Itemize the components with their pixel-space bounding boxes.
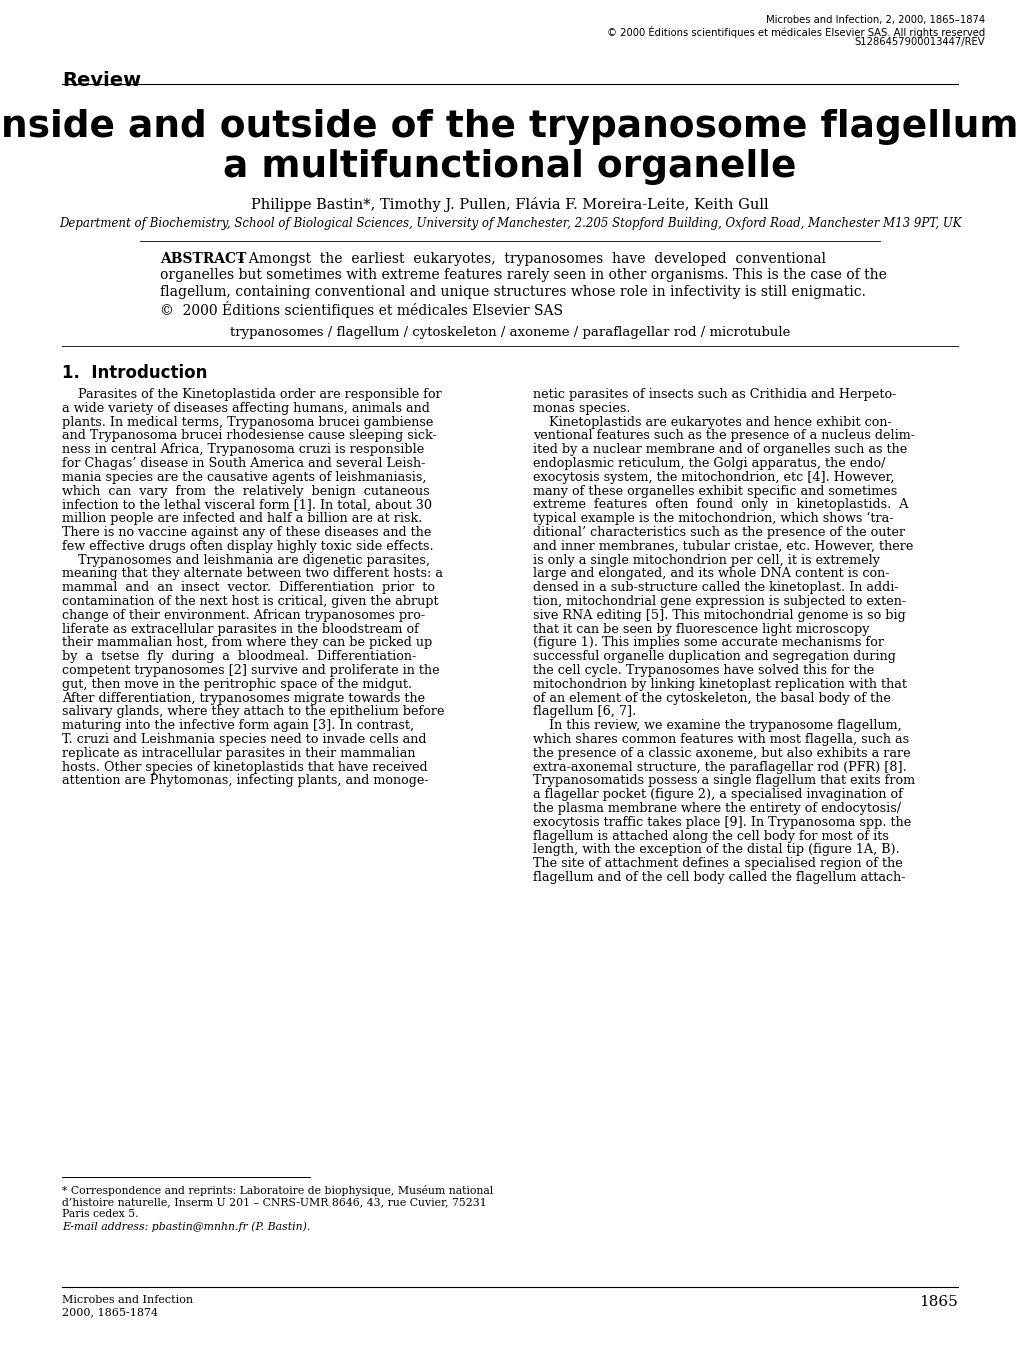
Text: S1286457900013447/REV: S1286457900013447/REV bbox=[854, 38, 984, 47]
Text: flagellum [6, 7].: flagellum [6, 7]. bbox=[533, 705, 636, 718]
Text: organelles but sometimes with extreme features rarely seen in other organisms. T: organelles but sometimes with extreme fe… bbox=[160, 269, 886, 282]
Text: ventional features such as the presence of a nucleus delim-: ventional features such as the presence … bbox=[533, 429, 914, 443]
Text: exocytosis system, the mitochondrion, etc [4]. However,: exocytosis system, the mitochondrion, et… bbox=[533, 471, 894, 484]
Text: attention are Phytomonas, infecting plants, and monoge-: attention are Phytomonas, infecting plan… bbox=[62, 775, 428, 787]
Text: Kinetoplastids are eukaryotes and hence exhibit con-: Kinetoplastids are eukaryotes and hence … bbox=[533, 416, 891, 429]
Text: large and elongated, and its whole DNA content is con-: large and elongated, and its whole DNA c… bbox=[533, 568, 889, 581]
Text: trypanosomes / flagellum / cytoskeleton / axoneme / paraflagellar rod / microtub: trypanosomes / flagellum / cytoskeleton … bbox=[229, 325, 790, 339]
Text: The site of attachment defines a specialised region of the: The site of attachment defines a special… bbox=[533, 857, 902, 870]
Text: liferate as extracellular parasites in the bloodstream of: liferate as extracellular parasites in t… bbox=[62, 623, 419, 636]
Text: million people are infected and half a billion are at risk.: million people are infected and half a b… bbox=[62, 512, 422, 525]
Text: a multifunctional organelle: a multifunctional organelle bbox=[223, 149, 796, 186]
Text: extreme  features  often  found  only  in  kinetoplastids.  A: extreme features often found only in kin… bbox=[533, 499, 908, 511]
Text: (figure 1). This implies some accurate mechanisms for: (figure 1). This implies some accurate m… bbox=[533, 636, 883, 650]
Text: densed in a sub-structure called the kinetoplast. In addi-: densed in a sub-structure called the kin… bbox=[533, 581, 898, 594]
Text: ditional’ characteristics such as the presence of the outer: ditional’ characteristics such as the pr… bbox=[533, 526, 904, 539]
Text: the presence of a classic axoneme, but also exhibits a rare: the presence of a classic axoneme, but a… bbox=[533, 746, 910, 760]
Text: their mammalian host, from where they can be picked up: their mammalian host, from where they ca… bbox=[62, 636, 432, 650]
Text: Parasites of the Kinetoplastida order are responsible for: Parasites of the Kinetoplastida order ar… bbox=[62, 387, 441, 401]
Text: tion, mitochondrial gene expression is subjected to exten-: tion, mitochondrial gene expression is s… bbox=[533, 594, 905, 608]
Text: for Chagas’ disease in South America and several Leish-: for Chagas’ disease in South America and… bbox=[62, 457, 425, 469]
Text: Trypanosomatids possess a single flagellum that exits from: Trypanosomatids possess a single flagell… bbox=[533, 775, 914, 787]
Text: replicate as intracellular parasites in their mammalian: replicate as intracellular parasites in … bbox=[62, 746, 415, 760]
Text: There is no vaccine against any of these diseases and the: There is no vaccine against any of these… bbox=[62, 526, 431, 539]
Text: flagellum, containing conventional and unique structures whose role in infectivi: flagellum, containing conventional and u… bbox=[160, 285, 865, 299]
Text: mania species are the causative agents of leishmaniasis,: mania species are the causative agents o… bbox=[62, 471, 426, 484]
Text: sive RNA editing [5]. This mitochondrial genome is so big: sive RNA editing [5]. This mitochondrial… bbox=[533, 609, 905, 621]
Text: ©  2000 Éditions scientifiques et médicales Elsevier SAS: © 2000 Éditions scientifiques et médical… bbox=[160, 301, 562, 319]
Text: that it can be seen by fluorescence light microscopy: that it can be seen by fluorescence ligh… bbox=[533, 623, 868, 636]
Text: a flagellar pocket (figure 2), a specialised invagination of: a flagellar pocket (figure 2), a special… bbox=[533, 788, 902, 802]
Text: salivary glands, where they attach to the epithelium before: salivary glands, where they attach to th… bbox=[62, 705, 444, 718]
Text: contamination of the next host is critical, given the abrupt: contamination of the next host is critic… bbox=[62, 594, 438, 608]
Text: endoplasmic reticulum, the Golgi apparatus, the endo/: endoplasmic reticulum, the Golgi apparat… bbox=[533, 457, 884, 469]
Text: Microbes and Infection, 2, 2000, 1865–1874: Microbes and Infection, 2, 2000, 1865–18… bbox=[765, 15, 984, 26]
Text: many of these organelles exhibit specific and sometimes: many of these organelles exhibit specifi… bbox=[533, 484, 897, 498]
Text: flagellum is attached along the cell body for most of its: flagellum is attached along the cell bod… bbox=[533, 830, 888, 842]
Text: the plasma membrane where the entirety of endocytosis/: the plasma membrane where the entirety o… bbox=[533, 802, 900, 815]
Text: change of their environment. African trypanosomes pro-: change of their environment. African try… bbox=[62, 609, 425, 621]
Text: 1865: 1865 bbox=[918, 1295, 957, 1309]
Text: Paris cedex 5.: Paris cedex 5. bbox=[62, 1209, 139, 1219]
Text: the cell cycle. Trypanosomes have solved this for the: the cell cycle. Trypanosomes have solved… bbox=[533, 664, 873, 677]
Text: ited by a nuclear membrane and of organelles such as the: ited by a nuclear membrane and of organe… bbox=[533, 444, 906, 456]
Text: and inner membranes, tubular cristae, etc. However, there: and inner membranes, tubular cristae, et… bbox=[533, 539, 912, 553]
Text: After differentiation, trypanosomes migrate towards the: After differentiation, trypanosomes migr… bbox=[62, 691, 425, 705]
Text: typical example is the mitochondrion, which shows ‘tra-: typical example is the mitochondrion, wh… bbox=[533, 512, 893, 526]
Text: of an element of the cytoskeleton, the basal body of the: of an element of the cytoskeleton, the b… bbox=[533, 691, 890, 705]
Text: * Correspondence and reprints: Laboratoire de biophysique, Muséum national: * Correspondence and reprints: Laboratoi… bbox=[62, 1185, 493, 1196]
Text: Inside and outside of the trypanosome flagellum:: Inside and outside of the trypanosome fl… bbox=[0, 109, 1019, 145]
Text: T. cruzi and Leishmania species need to invade cells and: T. cruzi and Leishmania species need to … bbox=[62, 733, 426, 746]
Text: which  can  vary  from  the  relatively  benign  cutaneous: which can vary from the relatively benig… bbox=[62, 484, 429, 498]
Text: © 2000 Éditions scientifiques et médicales Elsevier SAS. All rights reserved: © 2000 Éditions scientifiques et médical… bbox=[606, 26, 984, 38]
Text: which shares common features with most flagella, such as: which shares common features with most f… bbox=[533, 733, 908, 746]
Text: ABSTRACT: ABSTRACT bbox=[160, 252, 247, 266]
Text: – Amongst  the  earliest  eukaryotes,  trypanosomes  have  developed  convention: – Amongst the earliest eukaryotes, trypa… bbox=[232, 252, 825, 266]
Text: a wide variety of diseases affecting humans, animals and: a wide variety of diseases affecting hum… bbox=[62, 402, 429, 414]
Text: gut, then move in the peritrophic space of the midgut.: gut, then move in the peritrophic space … bbox=[62, 678, 412, 691]
Text: is only a single mitochondrion per cell, it is extremely: is only a single mitochondrion per cell,… bbox=[533, 554, 879, 566]
Text: maturing into the infective form again [3]. In contrast,: maturing into the infective form again [… bbox=[62, 720, 414, 732]
Text: extra-axonemal structure, the paraflagellar rod (PFR) [8].: extra-axonemal structure, the paraflagel… bbox=[533, 761, 906, 773]
Text: exocytosis traffic takes place [9]. In Trypanosoma spp. the: exocytosis traffic takes place [9]. In T… bbox=[533, 816, 910, 829]
Text: successful organelle duplication and segregation during: successful organelle duplication and seg… bbox=[533, 650, 895, 663]
Text: Philippe Bastin*, Timothy J. Pullen, Flávia F. Moreira-Leite, Keith Gull: Philippe Bastin*, Timothy J. Pullen, Flá… bbox=[251, 196, 768, 213]
Text: Department of Biochemistry, School of Biological Sciences, University of Manches: Department of Biochemistry, School of Bi… bbox=[59, 217, 960, 230]
Text: monas species.: monas species. bbox=[533, 402, 630, 414]
Text: meaning that they alternate between two different hosts: a: meaning that they alternate between two … bbox=[62, 568, 442, 581]
Text: ness in central Africa, Trypanosoma cruzi is responsible: ness in central Africa, Trypanosoma cruz… bbox=[62, 444, 424, 456]
Text: d’histoire naturelle, Inserm U 201 – CNRS-UMR 8646, 43, rue Cuvier, 75231: d’histoire naturelle, Inserm U 201 – CNR… bbox=[62, 1197, 486, 1206]
Text: plants. In medical terms, Trypanosoma brucei gambiense: plants. In medical terms, Trypanosoma br… bbox=[62, 416, 433, 429]
Text: few effective drugs often display highly toxic side effects.: few effective drugs often display highly… bbox=[62, 539, 433, 553]
Text: Trypanosomes and leishmania are digenetic parasites,: Trypanosomes and leishmania are digeneti… bbox=[62, 554, 430, 566]
Text: Microbes and Infection: Microbes and Infection bbox=[62, 1295, 193, 1305]
Text: flagellum and of the cell body called the flagellum attach-: flagellum and of the cell body called th… bbox=[533, 872, 905, 884]
Text: mitochondrion by linking kinetoplast replication with that: mitochondrion by linking kinetoplast rep… bbox=[533, 678, 906, 691]
Text: length, with the exception of the distal tip (figure 1A, B).: length, with the exception of the distal… bbox=[533, 843, 899, 857]
Text: 2000, 1865-1874: 2000, 1865-1874 bbox=[62, 1307, 158, 1317]
Text: hosts. Other species of kinetoplastids that have received: hosts. Other species of kinetoplastids t… bbox=[62, 761, 427, 773]
Text: 1.  Introduction: 1. Introduction bbox=[62, 364, 207, 382]
Text: In this review, we examine the trypanosome flagellum,: In this review, we examine the trypanoso… bbox=[533, 720, 901, 732]
Text: netic parasites of insects such as Crithidia and Herpeto-: netic parasites of insects such as Crith… bbox=[533, 387, 896, 401]
Text: infection to the lethal visceral form [1]. In total, about 30: infection to the lethal visceral form [1… bbox=[62, 499, 432, 511]
Text: and Trypanosoma brucei rhodesiense cause sleeping sick-: and Trypanosoma brucei rhodesiense cause… bbox=[62, 429, 436, 443]
Text: competent trypanosomes [2] survive and proliferate in the: competent trypanosomes [2] survive and p… bbox=[62, 664, 439, 677]
Text: E-mail address: pbastin@mnhn.fr (P. Bastin).: E-mail address: pbastin@mnhn.fr (P. Bast… bbox=[62, 1221, 310, 1232]
Text: Review: Review bbox=[62, 71, 141, 90]
Text: by  a  tsetse  fly  during  a  bloodmeal.  Differentiation-: by a tsetse fly during a bloodmeal. Diff… bbox=[62, 650, 416, 663]
Text: mammal  and  an  insect  vector.  Differentiation  prior  to: mammal and an insect vector. Differentia… bbox=[62, 581, 434, 594]
